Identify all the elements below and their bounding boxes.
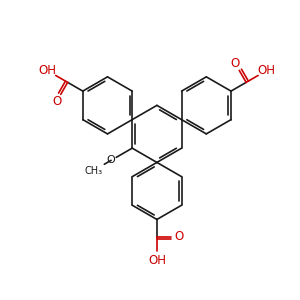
Text: O: O (107, 155, 116, 165)
Text: O: O (230, 57, 240, 70)
Text: OH: OH (258, 64, 276, 77)
Text: O: O (52, 95, 61, 108)
Text: OH: OH (38, 64, 56, 77)
Text: CH₃: CH₃ (84, 166, 102, 176)
Text: OH: OH (148, 254, 166, 267)
Text: O: O (174, 230, 184, 244)
